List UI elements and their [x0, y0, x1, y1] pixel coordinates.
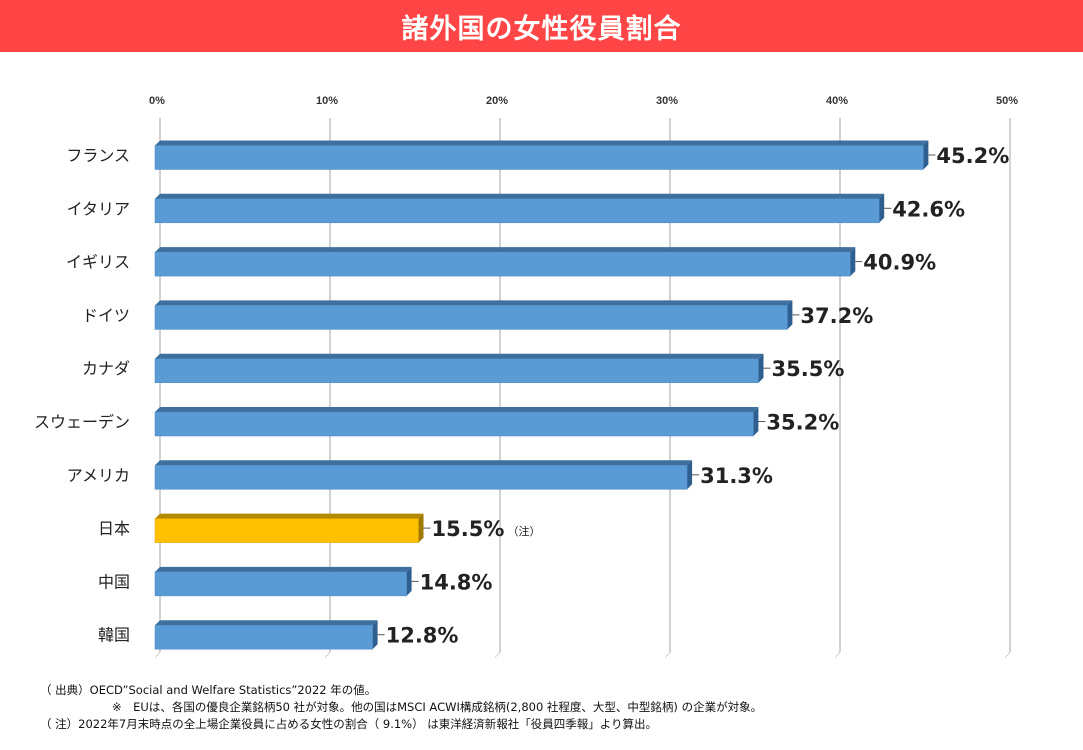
category-label: イギリス [66, 253, 130, 272]
bar-top-face [155, 193, 885, 199]
bar-front-face [154, 518, 419, 543]
value-label: 31.3% [700, 464, 773, 488]
bar-side-face [787, 300, 793, 330]
bar-front-face [154, 145, 924, 170]
bar [154, 247, 863, 277]
bar-top-face [155, 460, 693, 466]
value-label: 15.5% [432, 517, 505, 541]
bar-top-face [155, 247, 856, 253]
bar-front-face [154, 198, 880, 224]
bar-side-face [850, 247, 856, 277]
value-label: 35.5% [772, 357, 845, 381]
bar-side-face [418, 513, 424, 543]
value-label: 45.2% [936, 144, 1009, 168]
bar-top-face [155, 620, 378, 626]
bar [154, 140, 936, 170]
value-label: 35.2% [766, 411, 839, 435]
bar-side-face [406, 566, 412, 596]
value-label: 37.2% [800, 304, 873, 328]
bar [154, 353, 771, 383]
bar-front-face [154, 358, 759, 383]
category-label: ドイツ [82, 306, 130, 325]
value-label: 12.8% [386, 624, 459, 648]
bar-top-face [155, 566, 412, 572]
bar-chart: 0% 10% 20% 30% 40% 50% フランスイタリアイギリスドイツカナダスウェー… [34, 95, 1018, 659]
gridline-floor [1004, 651, 1011, 659]
bar-front-face [154, 465, 688, 490]
bar-front-face [154, 571, 407, 597]
category-label: 中国 [98, 572, 130, 591]
bar-side-face [753, 407, 759, 436]
bar [154, 566, 419, 597]
chart-title: 諸外国の女性役員割合 [0, 0, 1083, 52]
bar-top-face [155, 140, 929, 146]
bar [154, 407, 766, 437]
bar [154, 193, 892, 224]
x-tick-label: 30% [656, 95, 678, 107]
x-tick-label: 50% [996, 95, 1018, 107]
bar-side-face [758, 353, 764, 383]
bar-front-face [154, 624, 373, 650]
gridline-floor [494, 651, 501, 659]
bar-top-face [155, 407, 759, 412]
bar-front-face [154, 411, 754, 437]
value-label: 42.6% [892, 197, 965, 221]
bar-top-face [155, 300, 793, 306]
gridline-floor [834, 651, 841, 659]
bar [154, 300, 800, 330]
footnotes: （ 出典）OECD”Social and Welfare Statistics”… [0, 682, 1083, 733]
eu-note: ※ EUは、各国の優良企業銘柄50 社が対象。他の国はMSCI ACWI構成銘柄… [112, 700, 763, 714]
bar-top-face [155, 513, 424, 519]
bar-front-face [154, 305, 788, 330]
bar-side-face [879, 193, 885, 223]
bar [154, 460, 700, 490]
bar-side-face [372, 620, 378, 650]
category-label: イタリア [67, 199, 130, 218]
x-tick-label: 10% [316, 95, 338, 107]
source-note: （ 出典）OECD”Social and Welfare Statistics”… [40, 683, 377, 697]
x-tick-label: 0% [149, 95, 165, 107]
bar-side-face [687, 460, 693, 490]
gridline-floor [154, 651, 161, 659]
category-label: スウェーデン [34, 413, 130, 432]
value-label: 40.9% [863, 251, 936, 275]
bars [154, 140, 936, 650]
bar [154, 620, 385, 650]
bar [154, 513, 431, 543]
bar-top-face [155, 353, 764, 359]
category-label: 日本 [98, 519, 130, 538]
value-labels: 45.2% 42.6% 40.9% 37.2% 35.5% 35.2% 31.3% 15.5%… [386, 144, 1010, 648]
category-label: アメリカ [67, 466, 130, 485]
x-tick-label: 20% [486, 95, 508, 107]
highlight-note-label: （注） [508, 524, 541, 538]
x-tick-label: 40% [826, 95, 848, 107]
category-label: フランス [66, 146, 130, 165]
bar-side-face [923, 140, 929, 170]
gridline-floor [324, 651, 331, 659]
gridline-floor [664, 651, 671, 659]
value-label: 14.8% [420, 570, 493, 594]
category-label: カナダ [82, 359, 130, 378]
japan-note: （ 注）2022年7月末時点の全上場企業役員に占める女性の割合（ 9.1%） は… [40, 717, 658, 731]
bar-front-face [154, 251, 851, 277]
category-label: 韓国 [98, 626, 130, 645]
x-axis-ticks: 0% 10% 20% 30% 40% 50% [149, 95, 1018, 107]
